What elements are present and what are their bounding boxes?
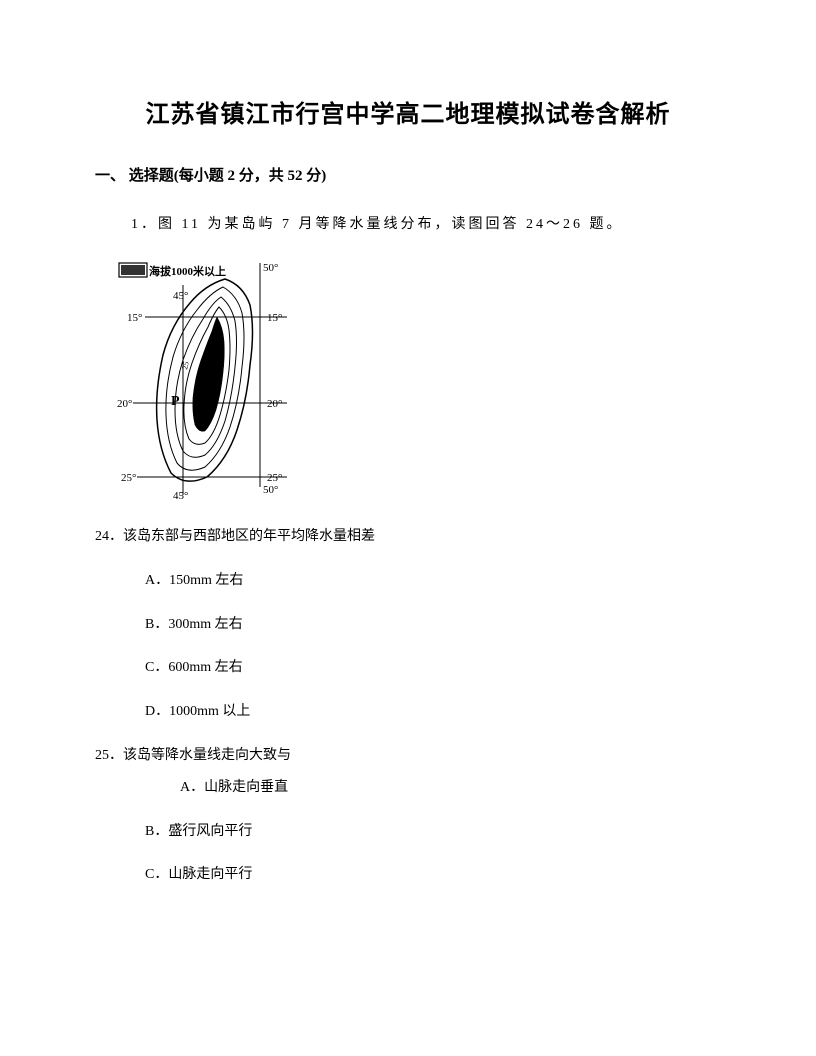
- p-label: P: [171, 394, 180, 409]
- map-figure: 海拔1000米以上 45° 50° 45° 50° 15° 15° 20° 20…: [115, 255, 297, 503]
- lat-20-right: 20°: [267, 398, 282, 410]
- lat-15-right: 15°: [267, 312, 282, 324]
- lat-25-right: 25°: [267, 472, 282, 484]
- page-title: 江苏省镇江市行宫中学高二地理模拟试卷含解析: [95, 95, 721, 136]
- legend-label: 海拔1000米以上: [149, 264, 226, 278]
- q25-option-a: A．山脉走向垂直: [180, 776, 721, 800]
- q24-option-a: A．150mm 左右: [145, 569, 721, 593]
- q25-option-b: B．盛行风向平行: [145, 820, 721, 844]
- lat-15-left: 15°: [127, 312, 142, 324]
- q25-option-c: C．山脉走向平行: [145, 863, 721, 887]
- section-header: 一、 选择题(每小题 2 分，共 52 分): [95, 164, 721, 190]
- q24-option-c: C．600mm 左右: [145, 656, 721, 680]
- q24-option-b: B．300mm 左右: [145, 613, 721, 637]
- svg-text:25: 25: [180, 361, 190, 371]
- lat-20-left: 20°: [117, 398, 132, 410]
- q24-text: 24．该岛东部与西部地区的年平均降水量相差: [95, 525, 721, 549]
- lat-25-left: 25°: [121, 472, 136, 484]
- lon-50-top: 50°: [263, 262, 278, 274]
- instruction-text: 1．图 11 为某岛屿 7 月等降水量线分布，读图回答 24～26 题。: [131, 213, 721, 237]
- lon-45-bot: 45°: [173, 490, 188, 502]
- q25-text: 25．该岛等降水量线走向大致与: [95, 744, 721, 768]
- q24-option-d: D．1000mm 以上: [145, 700, 721, 724]
- island-map-icon: 海拔1000米以上 45° 50° 45° 50° 15° 15° 20° 20…: [115, 255, 297, 503]
- lon-45-top: 45°: [173, 290, 188, 302]
- lon-50-bot: 50°: [263, 484, 278, 496]
